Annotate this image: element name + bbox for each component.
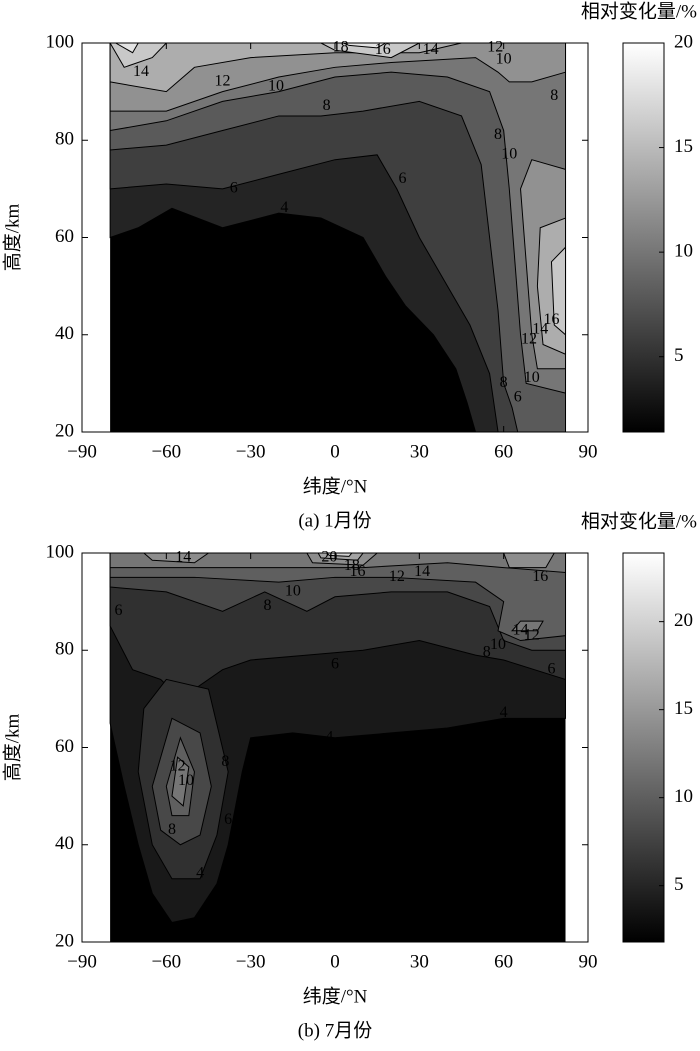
contour-label: 6 xyxy=(514,389,522,406)
contour-label: 16 xyxy=(543,311,559,328)
x-tick-label: 60 xyxy=(494,951,513,972)
x-tick-label: −90 xyxy=(67,441,97,462)
contour-label: 10 xyxy=(524,369,540,386)
contour-label: 10 xyxy=(285,583,301,600)
contour-label: 12 xyxy=(215,73,231,90)
contour-label: 4 xyxy=(196,865,204,882)
y-tick-label: 60 xyxy=(55,226,74,247)
x-tick-label: −30 xyxy=(236,951,266,972)
x-tick-label: −60 xyxy=(151,951,181,972)
contour-label: 8 xyxy=(500,374,508,391)
x-tick-label: 0 xyxy=(330,441,340,462)
x-tick-label: 60 xyxy=(494,441,513,462)
y-axis-label: 高度/km xyxy=(1,714,23,782)
x-tick-label: −90 xyxy=(67,951,97,972)
caption: (a) 1月份 xyxy=(298,509,371,531)
contour-label: 14 xyxy=(133,63,149,80)
contour-label: 8 xyxy=(494,126,502,143)
contour-label: 6 xyxy=(224,811,232,828)
contour-label: 18 xyxy=(344,557,360,574)
colorbar xyxy=(622,552,665,943)
contour-label: 6 xyxy=(230,180,238,197)
y-tick-label: 40 xyxy=(55,833,74,854)
x-axis-label: 纬度/°N xyxy=(303,475,368,497)
y-tick-label: 100 xyxy=(46,541,75,562)
contour-label: 4 xyxy=(280,199,288,216)
x-tick-label: 0 xyxy=(330,951,340,972)
contour-label: 10 xyxy=(501,146,517,163)
colorbar-tick-label: 15 xyxy=(674,136,693,157)
contour-label: 8 xyxy=(168,821,176,838)
contour-region xyxy=(171,756,190,807)
contour-label: 8 xyxy=(264,597,272,614)
contour-label: 12 xyxy=(170,758,186,775)
contour-label: 14 xyxy=(532,321,548,338)
colorbar-label: 相对变化量/% xyxy=(581,0,697,22)
colorbar xyxy=(622,42,665,433)
contour-label: 4 xyxy=(427,350,435,367)
y-tick-label: 80 xyxy=(55,129,74,150)
y-tick-label: 20 xyxy=(55,420,74,441)
x-tick-label: 30 xyxy=(410,951,429,972)
contour-label: 6 xyxy=(547,660,555,677)
x-axis-label: 纬度/°N xyxy=(303,985,368,1007)
contour-region xyxy=(502,552,556,569)
colorbar-label: 相对变化量/% xyxy=(581,510,697,532)
contour-label: 6 xyxy=(331,656,339,673)
contour-label: 14 xyxy=(414,563,430,580)
y-tick-label: 100 xyxy=(46,31,75,52)
colorbar-tick-label: 20 xyxy=(674,610,693,631)
contour-label: 16 xyxy=(349,563,365,580)
contour-label: 10 xyxy=(268,77,284,94)
colorbar-tick-label: 10 xyxy=(674,786,693,807)
contour-label: 6 xyxy=(115,602,123,619)
contour-label: 14 xyxy=(175,549,191,566)
colorbar-tick-label: 5 xyxy=(674,874,684,895)
contour-label: 14 xyxy=(513,621,529,638)
contour-label: 8 xyxy=(323,97,331,114)
contour-label: 10 xyxy=(496,51,512,68)
x-tick-label: −60 xyxy=(151,441,181,462)
caption: (b) 7月份 xyxy=(298,1019,372,1041)
x-tick-label: 30 xyxy=(410,441,429,462)
x-tick-label: 90 xyxy=(579,441,598,462)
y-tick-label: 80 xyxy=(55,639,74,660)
colorbar-tick-label: 15 xyxy=(674,698,693,719)
contour-label: 12 xyxy=(389,568,405,585)
contour-label: 8 xyxy=(550,87,558,104)
contour-label: 16 xyxy=(532,568,548,585)
contour-region xyxy=(550,245,567,336)
contour-region xyxy=(511,620,544,632)
y-tick-label: 40 xyxy=(55,323,74,344)
contour-label: 8 xyxy=(221,753,229,770)
y-axis-label: 高度/km xyxy=(1,204,23,272)
contour-label: 12 xyxy=(521,330,537,347)
x-tick-label: −30 xyxy=(236,441,266,462)
contour-label: 14 xyxy=(423,41,439,58)
contour-label: 8 xyxy=(483,643,491,660)
contour-label: 10 xyxy=(490,636,506,653)
colorbar-tick-label: 10 xyxy=(674,240,693,261)
y-tick-label: 20 xyxy=(55,930,74,951)
x-tick-label: 90 xyxy=(579,951,598,972)
contour-label: 16 xyxy=(375,41,391,58)
contour-label: 6 xyxy=(398,170,406,187)
colorbar-tick-label: 5 xyxy=(674,345,684,366)
colorbar-tick-label: 20 xyxy=(674,31,693,52)
contour-label: 12 xyxy=(524,626,540,643)
contour-label: 10 xyxy=(178,772,194,789)
contour-label: 4 xyxy=(500,704,508,721)
contour-label: 4 xyxy=(325,728,333,745)
y-tick-label: 60 xyxy=(55,736,74,757)
